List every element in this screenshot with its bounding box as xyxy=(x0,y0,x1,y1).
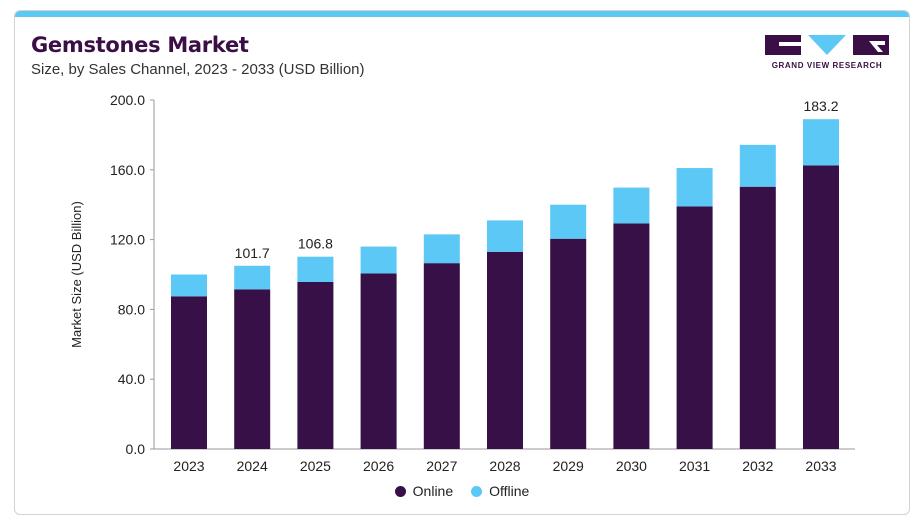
bar-online-2027 xyxy=(423,263,460,449)
legend-label-offline: Offline xyxy=(489,483,530,499)
chart-subtitle: Size, by Sales Channel, 2023 - 2033 (USD… xyxy=(31,61,365,78)
bar-chart: 0.0 40.0 80.0 120.0 160.0 200.0 Market Size (U… xyxy=(69,92,855,474)
bar-offline-2023 xyxy=(171,274,207,297)
bar-online-2031 xyxy=(676,206,713,449)
data-label-2025: 106.8 xyxy=(298,236,333,252)
bar-online-2023 xyxy=(171,296,207,449)
legend-swatch-offline xyxy=(471,485,483,497)
x-tick-label: 2025 xyxy=(300,458,331,474)
data-label-2024: 101.7 xyxy=(235,245,270,261)
bar-offline-2027 xyxy=(423,234,460,264)
x-tick-label: 2023 xyxy=(173,458,204,474)
bar-online-2033 xyxy=(803,165,839,449)
x-tick-label: 2030 xyxy=(616,458,647,474)
bar-online-2026 xyxy=(360,273,397,449)
x-tick-label: 2033 xyxy=(805,458,836,474)
chart-title: Gemstones Market xyxy=(31,33,249,57)
bar-offline-2024 xyxy=(234,265,271,290)
legend-swatch-online xyxy=(394,485,406,497)
x-tick-label: 2029 xyxy=(553,458,584,474)
y-tick-label: 200.0 xyxy=(110,92,145,108)
legend-item-offline: Offline xyxy=(471,483,529,499)
y-tick-label: 0.0 xyxy=(126,441,146,457)
chart-card: Gemstones Market Size, by Sales Channel,… xyxy=(14,10,910,515)
x-tick-label: 2026 xyxy=(363,458,394,474)
bar-offline-2028 xyxy=(487,220,523,252)
bar-online-2029 xyxy=(550,238,587,449)
legend-item-online: Online xyxy=(394,483,454,499)
bar-online-2030 xyxy=(613,223,650,449)
y-tick-label: 40.0 xyxy=(118,371,145,387)
logo-mark-icon xyxy=(765,35,889,55)
bar-online-2032 xyxy=(739,186,776,449)
y-tick-label: 80.0 xyxy=(118,301,145,317)
legend-label-online: Online xyxy=(412,483,454,499)
accent-bar xyxy=(15,11,909,17)
bar-offline-2032 xyxy=(739,144,776,187)
y-axis-title: Market Size (USD Billion) xyxy=(69,201,84,348)
y-tick-label: 120.0 xyxy=(110,232,145,248)
bar-offline-2029 xyxy=(550,204,587,239)
bar-offline-2025 xyxy=(297,256,334,283)
x-tick-label: 2032 xyxy=(742,458,773,474)
bar-offline-2033 xyxy=(803,119,839,166)
bar-offline-2031 xyxy=(676,168,713,207)
legend: Online Offline xyxy=(15,483,909,499)
grand-view-research-logo: GRAND VIEW RESEARCH xyxy=(765,33,889,73)
bar-online-2028 xyxy=(487,251,523,449)
data-label-2033: 183.2 xyxy=(803,98,838,114)
bar-online-2024 xyxy=(234,289,271,449)
bar-offline-2026 xyxy=(360,246,397,274)
logo-text: GRAND VIEW RESEARCH xyxy=(771,61,883,70)
x-tick-label: 2031 xyxy=(679,458,710,474)
x-tick-label: 2024 xyxy=(237,458,268,474)
bar-online-2025 xyxy=(297,282,334,449)
bar-offline-2030 xyxy=(613,187,650,224)
x-tick-label: 2027 xyxy=(426,458,457,474)
x-tick-label: 2028 xyxy=(489,458,520,474)
y-tick-label: 160.0 xyxy=(110,162,145,178)
